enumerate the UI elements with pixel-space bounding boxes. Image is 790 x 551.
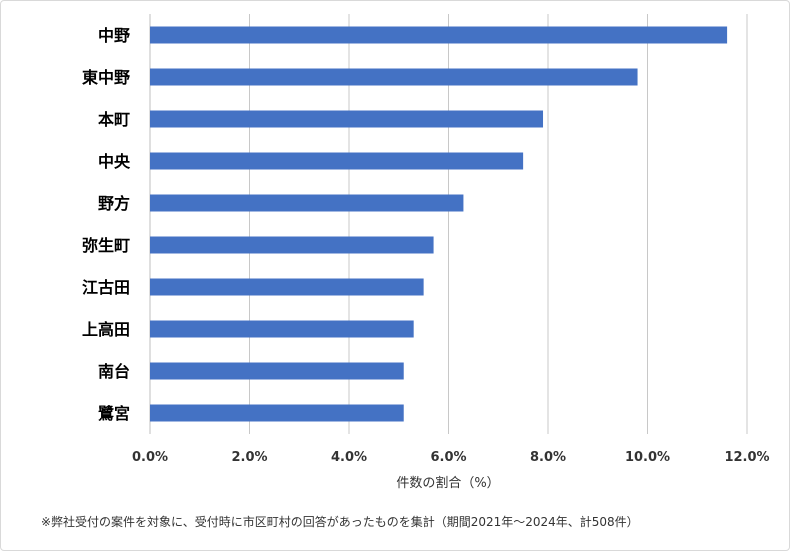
bar [150, 194, 464, 212]
footnote: ※弊社受付の案件を対象に、受付時に市区町村の回答があったものを集計（期間2021… [41, 515, 639, 529]
category-label: 中央 [98, 152, 131, 171]
x-tick-label: 8.0% [530, 450, 566, 465]
category-label: 東中野 [82, 68, 130, 87]
category-label: 南台 [98, 362, 130, 381]
bar [150, 152, 524, 170]
bar [150, 68, 638, 86]
category-label: 江古田 [82, 278, 130, 297]
category-label: 野方 [98, 194, 130, 213]
x-tick-label: 12.0% [724, 450, 769, 465]
category-label: 弥生町 [82, 236, 130, 255]
category-label: 中野 [98, 26, 130, 45]
x-axis-title: 件数の割合（%） [396, 475, 499, 491]
category-label: 鷺宮 [98, 404, 130, 423]
x-tick-label: 2.0% [231, 450, 267, 465]
bar [150, 320, 414, 338]
x-tick-label: 6.0% [430, 450, 466, 465]
bar [150, 404, 404, 422]
x-tick-label: 10.0% [625, 450, 670, 465]
bar [150, 362, 404, 380]
bar [150, 236, 434, 254]
bar [150, 110, 544, 128]
bar [150, 278, 424, 296]
category-label: 上高田 [82, 320, 130, 339]
category-label: 本町 [98, 110, 130, 129]
bar [150, 26, 728, 44]
x-tick-label: 0.0% [132, 450, 168, 465]
x-tick-label: 4.0% [331, 450, 367, 465]
